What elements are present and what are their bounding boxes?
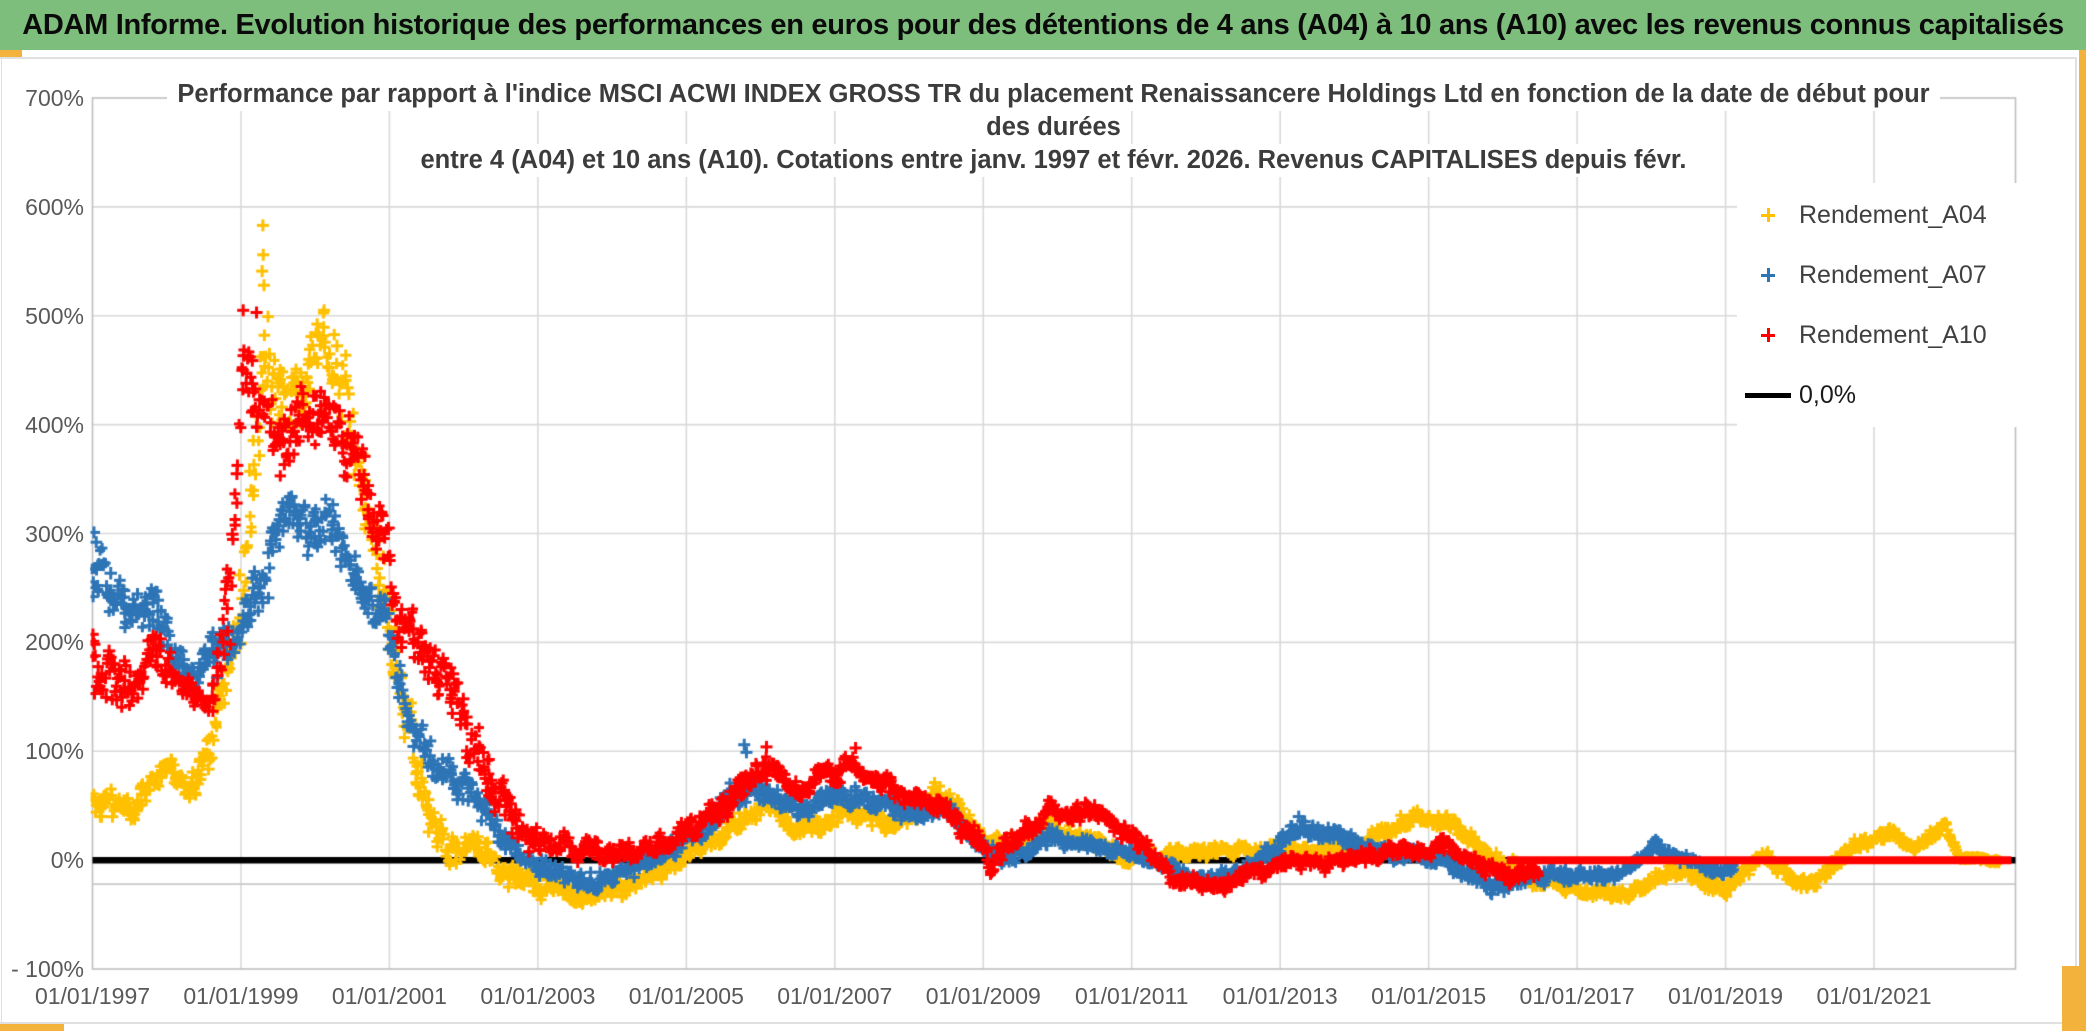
x-axis-label: 01/01/2017 bbox=[1519, 983, 1635, 1009]
legend-item-rendement-a07: Rendement_A07 bbox=[1737, 249, 2073, 301]
plus-marker-icon bbox=[1760, 207, 1776, 223]
y-axis-label: 100% bbox=[25, 738, 84, 765]
x-axis-label: 01/01/1997 bbox=[34, 983, 151, 1009]
chart-frame-left bbox=[1, 57, 2, 1023]
chart-title-line-2: des durées bbox=[92, 111, 2015, 144]
chart-legend: Rendement_A04 Rendement_A07 Rendement_A1… bbox=[1737, 183, 2073, 427]
x-axis-label: 01/01/2001 bbox=[331, 983, 447, 1009]
legend-label: Rendement_A04 bbox=[1799, 200, 1987, 229]
legend-item-rendement-a10: Rendement_A10 bbox=[1737, 309, 2073, 361]
chart-title: Performance par rapport à l'indice MSCI … bbox=[92, 78, 2015, 177]
legend-item-zero-line: 0,0% bbox=[1737, 369, 2073, 421]
y-axis-label: 400% bbox=[25, 411, 84, 438]
chart-title-line-1: Performance par rapport à l'indice MSCI … bbox=[92, 78, 2015, 111]
y-axis-label: 300% bbox=[25, 520, 84, 547]
y-axis-label: 600% bbox=[25, 193, 84, 220]
x-axis-label: 01/01/2003 bbox=[480, 983, 596, 1009]
x-axis-label: 01/01/2009 bbox=[925, 983, 1041, 1009]
chart-frame-bottom bbox=[0, 1022, 2077, 1024]
legend-label: 0,0% bbox=[1799, 380, 1856, 409]
legend-item-rendement-a04: Rendement_A04 bbox=[1737, 189, 2073, 241]
x-axis-label: 01/01/2005 bbox=[628, 983, 744, 1009]
plus-marker-icon bbox=[1760, 327, 1776, 343]
y-axis-label: 700% bbox=[25, 85, 84, 111]
y-axis-label: 0% bbox=[50, 847, 84, 874]
y-axis-label: 500% bbox=[25, 302, 84, 329]
zero-line-marker-icon bbox=[1745, 392, 1791, 398]
slide-border-accent-bottom-left bbox=[0, 1024, 64, 1031]
x-axis-label: 01/01/2021 bbox=[1816, 983, 1932, 1009]
slide-border-accent-bottom-right bbox=[2062, 966, 2086, 1031]
chart-title-line-3: entre 4 (A04) et 10 ans (A10). Cotations… bbox=[92, 144, 2015, 177]
legend-label: Rendement_A07 bbox=[1799, 260, 1987, 289]
slide-border-accent-top-left bbox=[0, 50, 22, 57]
x-axis-label: 01/01/1999 bbox=[183, 983, 299, 1009]
legend-label: Rendement_A10 bbox=[1799, 320, 1987, 349]
title-banner: ADAM Informe. Evolution historique des p… bbox=[0, 0, 2086, 50]
x-axis-label: 01/01/2013 bbox=[1222, 983, 1338, 1009]
x-axis-label: 01/01/2007 bbox=[777, 983, 893, 1009]
chart-frame-top bbox=[0, 57, 2077, 59]
plus-marker-icon bbox=[1760, 267, 1776, 283]
y-axis-label: - 100% bbox=[11, 956, 84, 982]
x-axis-label: 01/01/2011 bbox=[1075, 983, 1189, 1009]
banner-title: ADAM Informe. Evolution historique des p… bbox=[22, 8, 2064, 41]
slide-border-accent-right bbox=[2079, 50, 2086, 1031]
chart-frame-right bbox=[2075, 57, 2077, 1023]
x-axis-label: 01/01/2015 bbox=[1371, 983, 1487, 1009]
x-axis-label: 01/01/2019 bbox=[1667, 983, 1784, 1009]
y-axis-label: 200% bbox=[25, 629, 84, 656]
